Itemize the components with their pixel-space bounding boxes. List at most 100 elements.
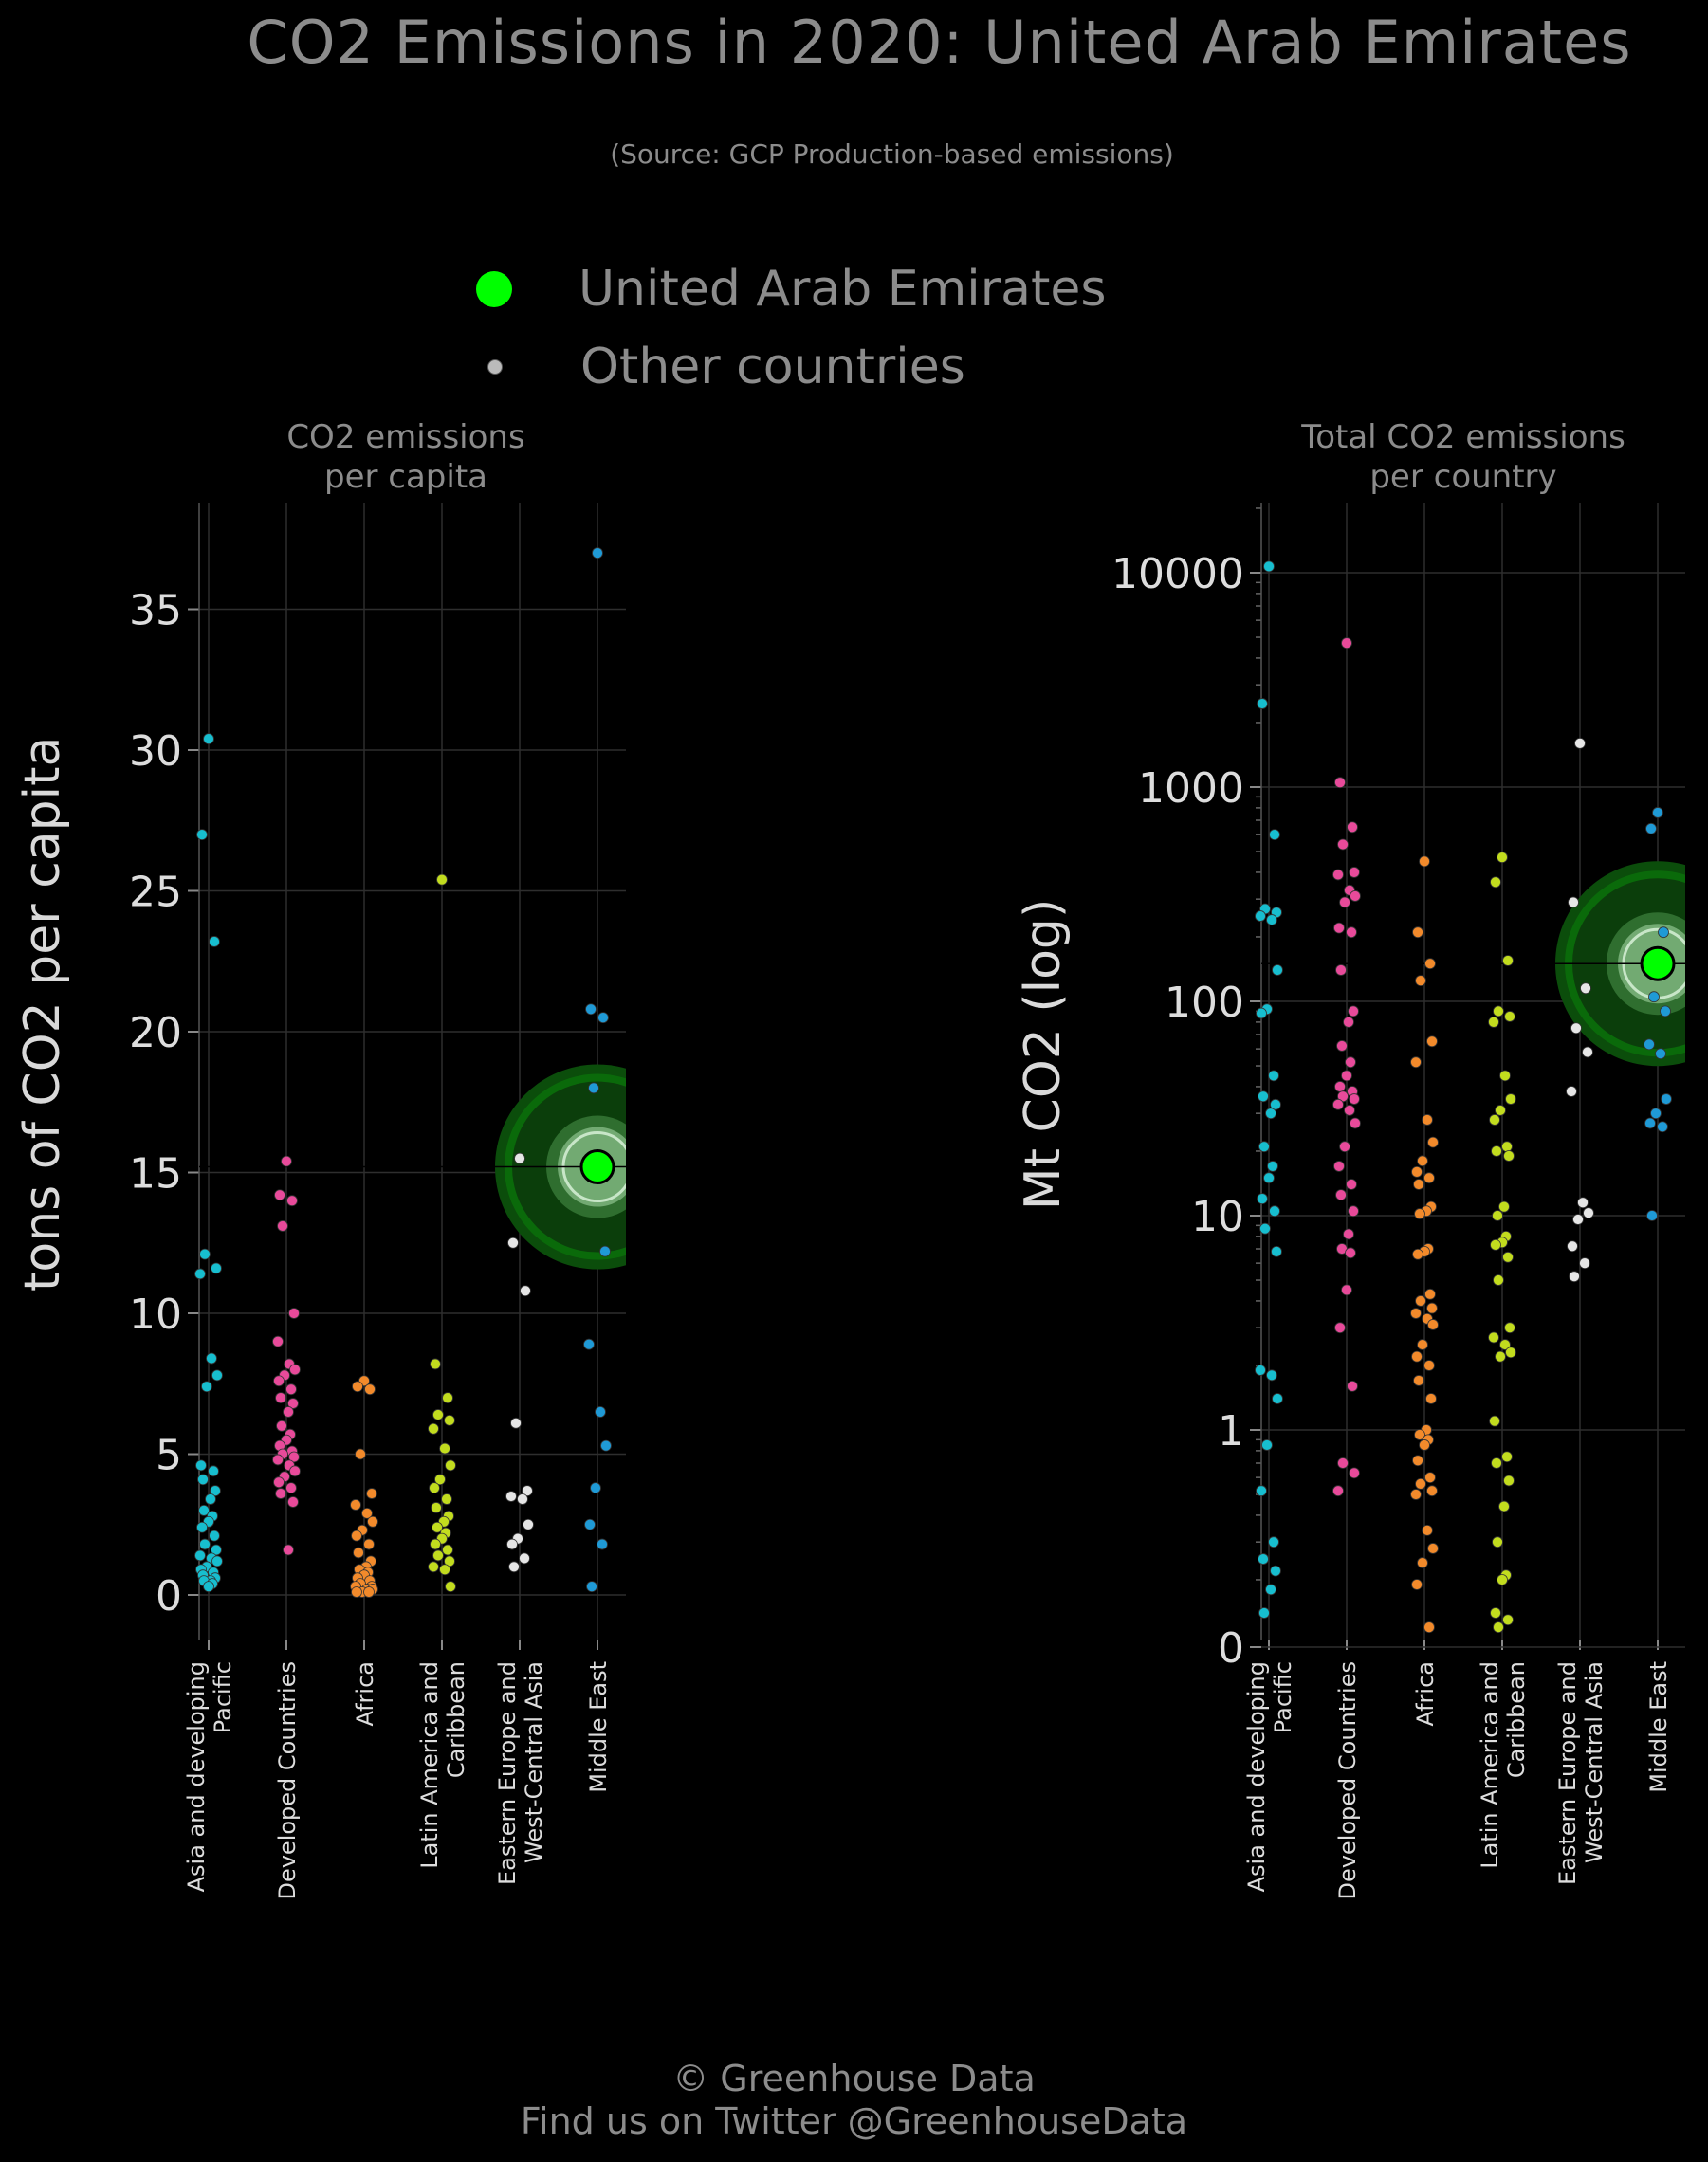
data-point — [1263, 560, 1275, 573]
data-point — [431, 1502, 442, 1513]
data-point — [1493, 1622, 1504, 1634]
data-point — [1263, 1172, 1275, 1184]
data-point — [1334, 1322, 1346, 1334]
data-point — [1417, 1155, 1428, 1167]
data-point — [523, 1518, 534, 1530]
data-point — [1255, 1365, 1266, 1376]
data-point — [352, 1381, 363, 1393]
panel-title-left-text: CO2 emissions per capita — [286, 418, 525, 496]
data-point — [510, 1417, 522, 1429]
data-point — [366, 1488, 377, 1499]
data-point — [595, 1406, 606, 1418]
data-point — [1332, 869, 1344, 881]
data-point — [1425, 1393, 1437, 1404]
data-point — [590, 1482, 601, 1494]
footer-twitter: Find us on Twitter @GreenhouseData — [520, 2100, 1188, 2142]
panel-total: 0 1 10 100 1000 10000 Asia and developingPacif… — [1111, 503, 1685, 1900]
data-point — [283, 1544, 294, 1556]
data-point — [430, 1358, 441, 1370]
data-point — [1269, 829, 1280, 841]
data-point — [1490, 876, 1501, 889]
data-point — [275, 1488, 286, 1499]
data-point — [1414, 1208, 1425, 1219]
data-point — [597, 1012, 609, 1024]
x-tick-label-line: West-Central Asia — [1581, 1661, 1607, 1863]
data-point — [1272, 1393, 1283, 1404]
data-point — [1266, 914, 1277, 925]
data-point — [1495, 1350, 1506, 1363]
data-point — [430, 1538, 441, 1550]
data-point — [1259, 1222, 1271, 1235]
legend-highlight-label: United Arab Emirates — [579, 261, 1107, 318]
data-point — [1410, 1056, 1422, 1069]
data-point — [198, 1505, 210, 1516]
footer-copyright: © Greenhouse Data — [672, 2058, 1036, 2099]
data-point — [208, 1465, 219, 1477]
panel-title-right: Total CO2 emissions per country — [1226, 417, 1700, 497]
data-point — [211, 1555, 223, 1567]
data-point — [1333, 922, 1345, 934]
x-tick-label: Middle East — [585, 1661, 612, 1793]
data-point — [584, 1518, 596, 1530]
data-point — [285, 1482, 297, 1494]
data-point — [434, 1474, 446, 1486]
x-tick-label: Latin America andCaribbean — [1477, 1661, 1530, 1869]
data-point — [1333, 1161, 1345, 1172]
data-point — [1424, 1288, 1436, 1300]
data-point — [363, 1586, 375, 1598]
legend-other-marker — [487, 359, 503, 375]
data-point — [1258, 1090, 1269, 1103]
data-point — [1644, 1038, 1655, 1051]
data-point — [442, 1544, 453, 1556]
data-point — [361, 1507, 373, 1519]
data-point — [1504, 1011, 1515, 1022]
data-point — [210, 1485, 221, 1497]
data-point — [1265, 1584, 1276, 1596]
x-tick-label-line: Pacific — [1270, 1661, 1296, 1733]
data-point — [287, 1496, 299, 1508]
x-tick-label: Latin America andCaribbean — [416, 1661, 469, 1869]
data-point — [211, 1262, 222, 1274]
data-point — [1423, 1172, 1435, 1184]
data-point — [1339, 896, 1350, 908]
x-tick-label-line: Pacific — [210, 1661, 236, 1733]
data-point — [1427, 1136, 1439, 1148]
data-point — [1412, 926, 1423, 939]
x-tick-label-line: Developed Countries — [274, 1661, 301, 1900]
data-point — [1258, 1553, 1269, 1565]
data-point — [1270, 1098, 1281, 1110]
data-point — [364, 1383, 376, 1396]
x-tick-label-line: Caribbean — [443, 1661, 469, 1778]
x-tick-label: Asia and developingPacific — [1243, 1661, 1296, 1892]
data-point — [522, 1485, 533, 1497]
data-point — [1658, 926, 1669, 939]
data-point — [199, 1248, 211, 1260]
data-point — [1336, 1040, 1348, 1052]
x-tick-label-line: Eastern Europe and — [494, 1661, 521, 1885]
data-point — [1411, 1350, 1423, 1363]
data-point — [1427, 1543, 1439, 1554]
x-tick-label-line: Asia and developing — [183, 1661, 210, 1892]
data-point — [1655, 1048, 1666, 1060]
data-point — [508, 1561, 520, 1573]
y-tick-label: 25 — [129, 869, 182, 917]
data-point — [436, 873, 448, 886]
y-tick-label: 1 — [1218, 1407, 1244, 1456]
data-point — [272, 1454, 284, 1466]
x-tick-label-line: Eastern Europe and — [1554, 1661, 1581, 1885]
data-point — [1505, 1347, 1516, 1359]
data-point — [1334, 777, 1346, 789]
data-point — [1337, 1457, 1349, 1469]
x-tick-label: Eastern Europe andWest-Central Asia — [494, 1661, 547, 1885]
data-point — [289, 1465, 301, 1477]
data-point — [1350, 890, 1361, 902]
data-point — [1423, 1360, 1435, 1371]
data-point — [600, 1439, 612, 1452]
data-point — [1256, 1007, 1267, 1019]
y-tick-label: 1000 — [1138, 764, 1244, 813]
data-point — [203, 733, 214, 745]
data-point — [1413, 1375, 1424, 1386]
data-point — [1256, 1485, 1267, 1497]
data-point — [1270, 1565, 1281, 1577]
data-point — [445, 1581, 456, 1592]
